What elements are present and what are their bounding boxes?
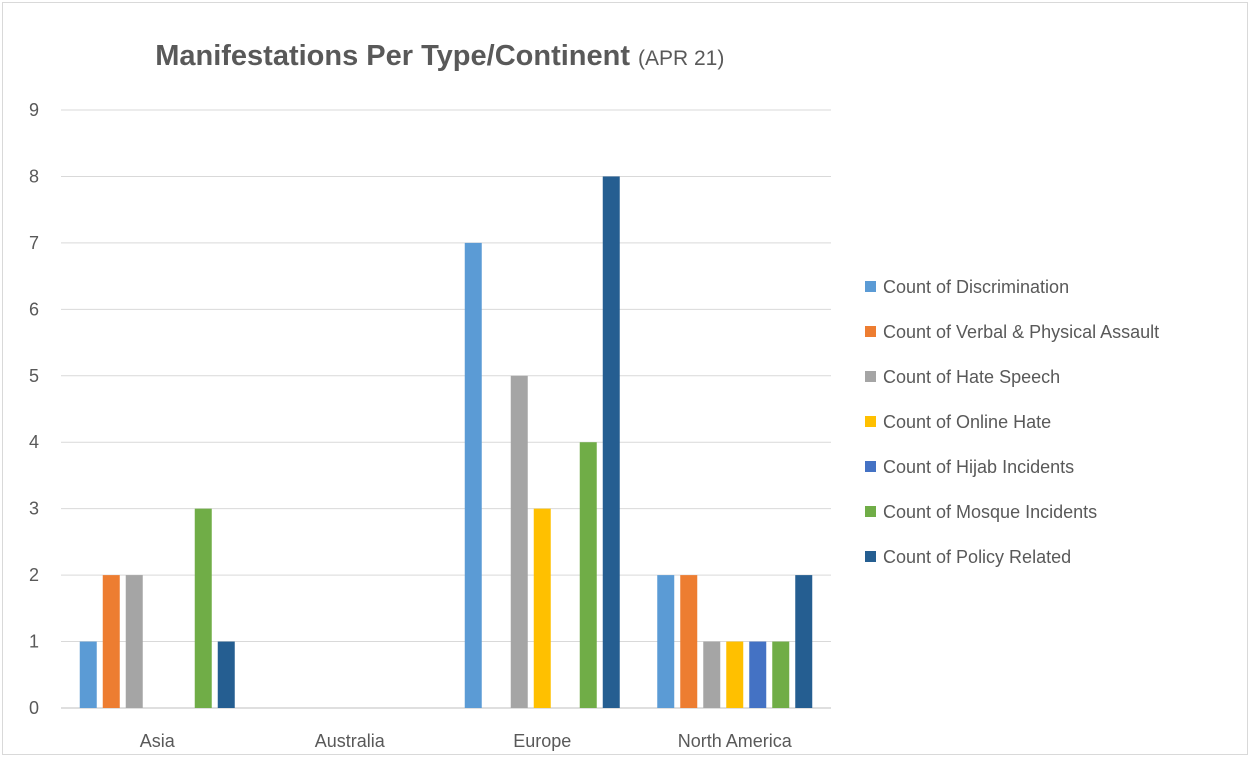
bar <box>703 641 721 708</box>
y-tick-label: 3 <box>29 499 39 519</box>
y-tick-label: 9 <box>29 100 39 120</box>
bar <box>510 375 528 708</box>
bar <box>533 508 551 708</box>
chart-subtitle: (APR 21) <box>638 47 724 70</box>
bar <box>102 575 120 708</box>
y-tick-label: 5 <box>29 366 39 386</box>
bar <box>579 442 597 708</box>
legend-label: Count of Policy Related <box>883 547 1071 567</box>
x-tick-label: Asia <box>140 731 176 751</box>
legend-swatch <box>865 461 876 472</box>
legend-swatch <box>865 371 876 382</box>
bar <box>749 641 767 708</box>
legend-swatch <box>865 326 876 337</box>
bar <box>726 641 744 708</box>
y-axis: 0 1 2 3 4 5 6 7 8 9 <box>29 100 39 718</box>
legend-label: Count of Hijab Incidents <box>883 457 1074 477</box>
bar <box>680 575 698 708</box>
gridlines <box>61 109 831 709</box>
bars <box>79 176 813 708</box>
legend-label: Count of Online Hate <box>883 412 1051 432</box>
bar <box>217 641 235 708</box>
x-tick-label: Europe <box>513 731 571 751</box>
bar <box>772 641 790 708</box>
y-tick-label: 4 <box>29 432 39 452</box>
legend-swatch <box>865 416 876 427</box>
y-tick-label: 6 <box>29 299 39 319</box>
y-tick-label: 2 <box>29 565 39 585</box>
x-axis: Asia Australia Europe North America <box>140 731 793 751</box>
bar <box>464 242 482 708</box>
y-tick-label: 7 <box>29 233 39 253</box>
bar <box>125 575 143 708</box>
legend-swatch <box>865 281 876 292</box>
chart-title: Manifestations Per Type/Continent <box>155 40 630 72</box>
x-tick-label: North America <box>678 731 793 751</box>
legend-label: Count of Verbal & Physical Assault <box>883 322 1159 342</box>
legend-swatch <box>865 551 876 562</box>
y-tick-label: 1 <box>29 632 39 652</box>
legend: Count of Discrimination Count of Verbal &… <box>865 277 1159 567</box>
bar-chart: Manifestations Per Type/Continent (APR 2… <box>29 40 1159 751</box>
legend-label: Count of Mosque Incidents <box>883 502 1097 522</box>
x-tick-label: Australia <box>315 731 386 751</box>
bar <box>795 575 813 708</box>
bar <box>602 176 620 708</box>
legend-label: Count of Hate Speech <box>883 367 1060 387</box>
bar <box>79 641 97 708</box>
legend-swatch <box>865 506 876 517</box>
y-tick-label: 0 <box>29 698 39 718</box>
bar <box>657 575 675 708</box>
legend-label: Count of Discrimination <box>883 277 1069 297</box>
bar <box>194 508 212 708</box>
y-tick-label: 8 <box>29 166 39 186</box>
